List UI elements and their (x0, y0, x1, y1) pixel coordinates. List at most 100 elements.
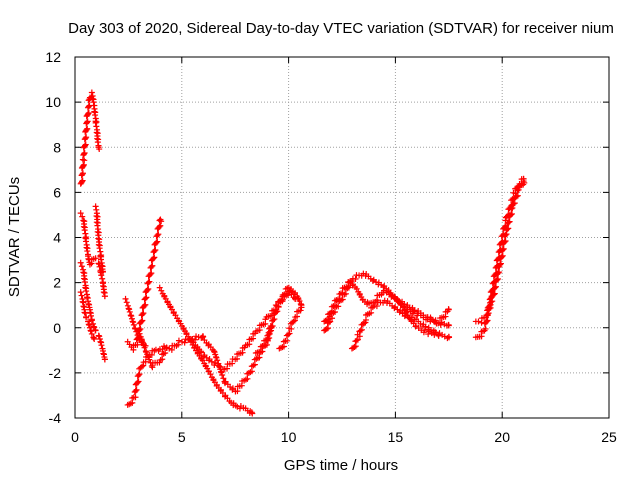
data-point (353, 337, 360, 344)
data-point (80, 269, 87, 276)
data-point (352, 276, 359, 283)
data-point (323, 325, 330, 332)
data-point (170, 309, 177, 316)
data-point (132, 394, 139, 401)
data-point (486, 305, 493, 312)
data-point (79, 171, 86, 178)
data-point (298, 304, 305, 311)
x-tick-label: 15 (388, 429, 404, 445)
series-early-d (92, 203, 107, 275)
data-point (193, 333, 200, 340)
data-point (208, 358, 215, 365)
data-point (288, 325, 295, 332)
data-point (82, 142, 89, 149)
data-point (99, 275, 106, 282)
data-point (85, 103, 92, 110)
data-point (179, 338, 186, 345)
data-point (152, 246, 159, 253)
grid (75, 57, 609, 418)
data-point (323, 316, 330, 323)
data-point (147, 271, 154, 278)
data-point (83, 294, 90, 301)
data-point (87, 327, 94, 334)
data-point (264, 337, 271, 344)
data-point (130, 321, 137, 328)
data-point (295, 294, 302, 301)
data-point (85, 111, 92, 118)
data-point (123, 299, 130, 306)
data-point (353, 285, 360, 292)
data-point (92, 112, 99, 119)
data-point (292, 289, 298, 296)
data-point (133, 386, 140, 393)
data-point (101, 356, 108, 363)
series-pass-9 (276, 304, 305, 352)
data-point (82, 284, 89, 291)
data-point (158, 287, 165, 294)
data-point (213, 381, 220, 388)
data-point (83, 134, 90, 141)
data-point (98, 256, 105, 263)
data-point (136, 330, 143, 337)
data-point (216, 362, 223, 369)
data-point (139, 317, 146, 324)
series-early-c (77, 289, 98, 343)
data-point (146, 356, 153, 363)
data-point (80, 217, 87, 224)
data-point (491, 290, 498, 297)
data-point (100, 350, 107, 357)
data-point (361, 320, 368, 327)
data-point (373, 303, 380, 310)
data-point (148, 263, 155, 270)
data-point (492, 283, 499, 290)
data-point (495, 275, 502, 282)
data-point (269, 323, 276, 330)
data-point (285, 331, 292, 338)
series-pass-8 (252, 284, 305, 357)
data-point (79, 178, 86, 185)
data-point (101, 293, 108, 300)
data-point (83, 313, 90, 320)
data-point (84, 248, 91, 255)
data-point (219, 371, 226, 378)
data-point (183, 330, 190, 337)
data-point (482, 325, 489, 332)
data-point (214, 357, 221, 364)
data-point (157, 222, 164, 229)
data-point (83, 119, 90, 126)
data-point (134, 379, 141, 386)
data-point (501, 238, 508, 245)
data-point (497, 261, 504, 268)
data-point (134, 341, 141, 348)
data-point (140, 341, 147, 348)
data-point (143, 294, 150, 301)
data-point (85, 97, 92, 104)
data-point (211, 348, 218, 355)
data-point (83, 244, 90, 251)
data-point (77, 210, 84, 217)
data-point (497, 260, 504, 267)
data-point (84, 125, 91, 132)
data-point (88, 330, 95, 337)
series-spike-high (77, 89, 103, 187)
data-point (126, 308, 133, 315)
data-point (268, 323, 275, 330)
data-point (95, 332, 102, 339)
data-point (88, 89, 95, 96)
data-point (141, 302, 148, 309)
data-point (357, 327, 364, 334)
data-point (128, 315, 135, 322)
data-point (445, 322, 452, 329)
data-point (327, 309, 334, 316)
data-point (266, 330, 273, 337)
data-point (81, 275, 88, 282)
data-point (87, 312, 94, 319)
data-point (80, 223, 87, 230)
data-point (91, 108, 98, 115)
data-point (92, 119, 99, 126)
x-tick-label: 5 (178, 429, 186, 445)
data-point (487, 304, 494, 311)
data-point (167, 303, 174, 310)
data-point (100, 289, 107, 296)
data-point (484, 317, 491, 324)
